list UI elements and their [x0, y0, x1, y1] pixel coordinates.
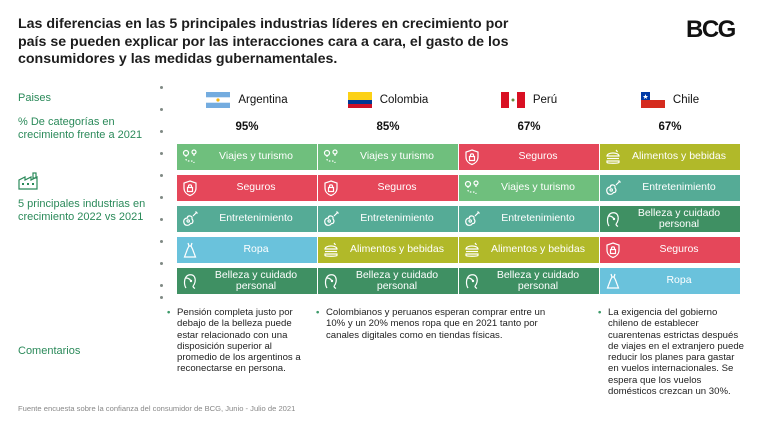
bullet-icon: •: [598, 307, 602, 318]
industry-label: Belleza y cuidado personal: [214, 268, 298, 292]
page-title: Las diferencias en las 5 principales ind…: [18, 16, 509, 67]
industry-cell: Seguros: [459, 144, 599, 170]
shield-lock-icon: [459, 144, 485, 170]
argentina-flag-icon: [206, 92, 231, 108]
dress-icon: [177, 237, 203, 263]
burger-icon: [459, 237, 485, 263]
industry-label: Ropa: [666, 274, 692, 287]
industry-label: Belleza y cuidado personal: [637, 206, 721, 230]
colombia-flag-icon: [347, 92, 372, 108]
shield-lock-icon: [318, 175, 344, 201]
industry-cell: Viajes y turismo: [177, 144, 317, 170]
industry-cell: Seguros: [318, 175, 458, 201]
growth-percentage: 85%: [376, 121, 400, 133]
industry-label: Belleza y cuidado personal: [355, 268, 439, 292]
industry-cell: Entretenimiento: [177, 206, 317, 232]
industry-cell: Entretenimiento: [318, 206, 458, 232]
industry-label: Viajes y turismo: [501, 181, 575, 194]
country-column-colombia: Colombia 85%: [318, 90, 458, 135]
industry-cell: Viajes y turismo: [459, 175, 599, 201]
industry-label: Entretenimiento: [360, 212, 434, 225]
country-column-chile: Chile 67%: [600, 90, 740, 135]
industry-label: Entretenimiento: [642, 181, 716, 194]
label-pct-growth: % De categorías en crecimiento frente a …: [18, 116, 143, 141]
industry-cell: Seguros: [177, 175, 317, 201]
separator-dots: [160, 86, 165, 299]
travel-route-icon: [318, 144, 344, 170]
industry-label: Seguros: [236, 181, 276, 194]
guitar-icon: [318, 206, 344, 232]
bcg-logo: BCG: [686, 16, 736, 43]
comment-colombia-peru: • Colombianos y peruanos esperan comprar…: [316, 307, 548, 341]
industry-label: Entretenimiento: [219, 212, 293, 225]
industry-cell: Viajes y turismo: [318, 144, 458, 170]
industry-cell: Alimentos y bebidas: [459, 237, 599, 263]
industry-cell: Alimentos y bebidas: [600, 144, 740, 170]
chile-flag-icon: [640, 92, 665, 108]
country-name: Colombia: [379, 94, 429, 106]
industry-label: Viajes y turismo: [219, 150, 293, 163]
shield-lock-icon: [600, 237, 626, 263]
industry-cell: Belleza y cuidado personal: [318, 268, 458, 294]
industry-label: Alimentos y bebidas: [632, 150, 726, 163]
industry-cell: Ropa: [177, 237, 317, 263]
growth-percentage: 67%: [517, 121, 541, 133]
industry-cell: Entretenimiento: [459, 206, 599, 232]
label-paises: Paises: [18, 92, 52, 104]
burger-icon: [318, 237, 344, 263]
face-icon: [459, 268, 485, 294]
country-column-argentina: Argentina 95%: [177, 90, 317, 135]
industry-label: Ropa: [243, 243, 269, 256]
guitar-icon: [177, 206, 203, 232]
bullet-icon: •: [167, 307, 171, 318]
comment-text: Colombianos y peruanos esperan comprar e…: [326, 307, 546, 341]
industry-label: Alimentos y bebidas: [491, 243, 585, 256]
industry-cell: Belleza y cuidado personal: [459, 268, 599, 294]
industry-cell: Seguros: [600, 237, 740, 263]
industry-label: Seguros: [659, 243, 699, 256]
label-comments: Comentarios: [18, 345, 81, 357]
country-name: Perú: [532, 94, 558, 106]
industry-label: Seguros: [377, 181, 417, 194]
industry-cell: Entretenimiento: [600, 175, 740, 201]
industry-label: Seguros: [518, 150, 558, 163]
burger-icon: [600, 144, 626, 170]
bullet-icon: •: [316, 307, 320, 318]
comment-text: Pensión completa justo por debajo de la …: [177, 307, 301, 375]
comment-chile: • La exigencia del gobierno chileno de e…: [598, 307, 745, 398]
travel-route-icon: [459, 175, 485, 201]
travel-route-icon: [177, 144, 203, 170]
comment-text: La exigencia del gobierno chileno de est…: [608, 307, 745, 398]
guitar-icon: [459, 206, 485, 232]
industry-cell: Alimentos y bebidas: [318, 237, 458, 263]
country-name: Argentina: [238, 94, 288, 106]
peru-flag-icon: [500, 92, 525, 108]
label-top-industries: 5 principales industrias en crecimiento …: [18, 198, 146, 223]
industry-label: Entretenimiento: [501, 212, 575, 225]
industry-label: Alimentos y bebidas: [350, 243, 444, 256]
face-icon: [177, 268, 203, 294]
industry-cell: Ropa: [600, 268, 740, 294]
industry-label: Belleza y cuidado personal: [496, 268, 580, 292]
comment-argentina: • Pensión completa justo por debajo de l…: [167, 307, 309, 375]
shield-lock-icon: [177, 175, 203, 201]
face-icon: [318, 268, 344, 294]
growth-percentage: 95%: [235, 121, 259, 133]
country-column-peru: Perú 67%: [459, 90, 599, 135]
dress-icon: [600, 268, 626, 294]
industry-cell: Belleza y cuidado personal: [600, 206, 740, 232]
growth-percentage: 67%: [658, 121, 682, 133]
country-name: Chile: [672, 94, 700, 106]
face-icon: [600, 206, 626, 232]
factory-icon: [18, 172, 38, 190]
industry-label: Viajes y turismo: [360, 150, 434, 163]
guitar-icon: [600, 175, 626, 201]
source-footnote: Fuente encuesta sobre la confianza del c…: [18, 404, 296, 413]
industry-cell: Belleza y cuidado personal: [177, 268, 317, 294]
